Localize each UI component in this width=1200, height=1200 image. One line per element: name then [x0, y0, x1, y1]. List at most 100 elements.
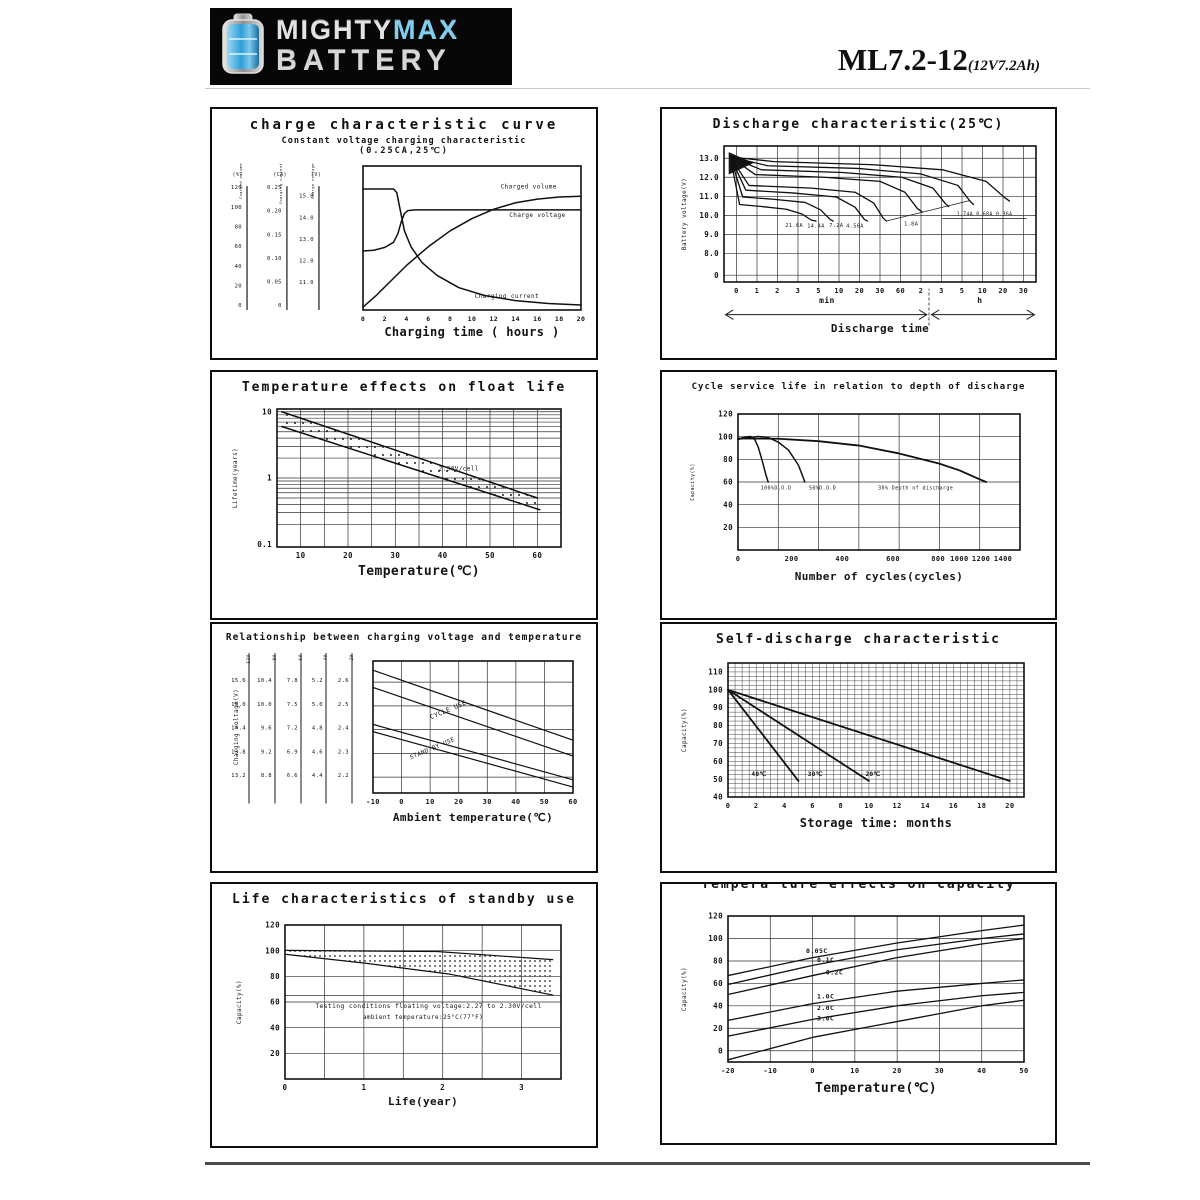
- svg-text:15.0: 15.0: [231, 702, 246, 708]
- chart-panel-temperature-capacity: Tempera ture effects on capacity -20 -10 0…: [660, 882, 1057, 1145]
- svg-text:50: 50: [540, 798, 549, 806]
- svg-text:30% Depth of discharge: 30% Depth of discharge: [878, 485, 953, 491]
- svg-text:8: 8: [448, 315, 452, 323]
- svg-text:12: 12: [489, 315, 498, 323]
- svg-text:h: h: [977, 296, 982, 305]
- svg-text:5: 5: [959, 287, 964, 295]
- svg-text:40: 40: [270, 1023, 280, 1032]
- svg-text:0.25: 0.25: [267, 185, 282, 191]
- svg-text:Capacity(%): Capacity(%): [681, 708, 688, 752]
- svg-text:10.4: 10.4: [257, 678, 272, 684]
- svg-text:0: 0: [361, 315, 365, 323]
- svg-text:20: 20: [998, 287, 1007, 295]
- self-discharge-plot: 0 2 4 6 8 10 12 14 16 18 20 40 50 60 70 80 90 100 110 40℃ 30…: [681, 662, 1025, 830]
- svg-text:16: 16: [533, 315, 542, 323]
- svg-text:13.2: 13.2: [231, 773, 246, 779]
- svg-text:40: 40: [977, 1067, 986, 1075]
- svg-text:40: 40: [438, 551, 448, 560]
- svg-text:0: 0: [714, 271, 719, 280]
- svg-text:5.2: 5.2: [312, 678, 323, 684]
- chart-title: Discharge characteristic(25℃): [712, 117, 1005, 132]
- svg-text:Testing conditions floating vo: Testing conditions floating voltage:2.27…: [315, 1003, 541, 1010]
- svg-text:10: 10: [262, 407, 272, 416]
- svg-text:10: 10: [850, 1067, 859, 1075]
- svg-text:10.0: 10.0: [699, 211, 719, 220]
- svg-text:0: 0: [278, 303, 282, 309]
- svg-text:80: 80: [713, 957, 723, 966]
- svg-text:20: 20: [892, 1067, 901, 1075]
- svg-text:30: 30: [1018, 287, 1027, 295]
- svg-text:Charged volume: Charged volume: [501, 183, 557, 190]
- svg-text:2: 2: [918, 287, 923, 295]
- svg-text:20: 20: [235, 283, 242, 289]
- svg-text:120: 120: [718, 410, 733, 419]
- svg-text:-20: -20: [721, 1067, 735, 1075]
- svg-text:5: 5: [816, 287, 821, 295]
- svg-text:1: 1: [754, 287, 759, 295]
- svg-text:14.0: 14.0: [299, 215, 314, 221]
- svg-text:1: 1: [267, 474, 272, 483]
- svg-text:1.0C: 1.0C: [817, 992, 834, 1000]
- svg-text:15.0: 15.0: [299, 194, 314, 200]
- svg-text:20℃: 20℃: [865, 771, 880, 778]
- footer-divider: [205, 1162, 1090, 1165]
- svg-text:-10: -10: [763, 1067, 777, 1075]
- svg-text:3: 3: [795, 287, 800, 295]
- svg-text:2: 2: [440, 1083, 445, 1092]
- svg-text:2V: 2V: [349, 654, 355, 660]
- svg-text:6: 6: [426, 315, 430, 323]
- float-life-plot: 10 20 30 40 50 60 10 1 0.1 2.30V/cell Temperature(…: [232, 407, 562, 579]
- svg-text:2.5: 2.5: [338, 702, 349, 708]
- svg-text:0.10: 0.10: [267, 256, 282, 262]
- svg-text:min: min: [819, 295, 835, 305]
- svg-text:-10: -10: [366, 798, 380, 806]
- svg-text:50: 50: [1019, 1067, 1028, 1075]
- svg-text:Charging current: Charging current: [475, 293, 539, 300]
- svg-text:800: 800: [931, 555, 945, 563]
- svg-text:Life(year): Life(year): [388, 1095, 458, 1108]
- svg-text:60: 60: [532, 551, 542, 560]
- svg-text:2: 2: [775, 287, 780, 295]
- svg-text:3.0C: 3.0C: [817, 1014, 834, 1022]
- chart-panel-charging-voltage-temperature: Relationship between charging voltage an…: [210, 622, 598, 873]
- svg-text:Capacity(%): Capacity(%): [681, 967, 688, 1011]
- svg-text:2.6: 2.6: [338, 678, 349, 684]
- svg-text:12.0: 12.0: [699, 173, 719, 182]
- svg-text:100: 100: [231, 205, 242, 211]
- svg-text:20: 20: [454, 798, 463, 806]
- svg-text:1200: 1200: [971, 555, 989, 563]
- svg-text:ambient temperature:25°C(77°F): ambient temperature:25°C(77°F): [363, 1014, 483, 1021]
- svg-text:11.0: 11.0: [299, 280, 314, 286]
- svg-text:60: 60: [270, 998, 280, 1007]
- svg-text:10: 10: [296, 551, 306, 560]
- svg-text:14.4: 14.4: [231, 726, 246, 732]
- svg-text:14: 14: [920, 802, 929, 810]
- svg-text:100: 100: [708, 685, 723, 694]
- chart-title: Cycle service life in relation to depth …: [691, 382, 1026, 392]
- chart-title: Self-discharge characteristic: [716, 632, 1001, 647]
- chart-panel-cycle-service-life: Cycle service life in relation to depth …: [660, 370, 1057, 620]
- svg-text:100: 100: [718, 432, 733, 441]
- svg-text:2: 2: [753, 802, 758, 810]
- svg-text:1: 1: [361, 1083, 366, 1092]
- svg-text:6V: 6V: [298, 654, 304, 660]
- svg-text:4.8: 4.8: [312, 726, 323, 732]
- brand-logo: MIGHTYMAX BATTERY: [210, 8, 512, 85]
- svg-text:90: 90: [713, 703, 723, 712]
- svg-text:0: 0: [735, 555, 740, 563]
- svg-text:7.5: 7.5: [287, 702, 298, 708]
- svg-text:40: 40: [713, 793, 723, 802]
- svg-text:20: 20: [854, 287, 863, 295]
- chart-panel-discharge-characteristic: Discharge characteristic(25℃) 0 1 2 3 5 10 20 3…: [660, 107, 1057, 360]
- chart-title: charge characteristic curve: [249, 117, 559, 133]
- svg-text:Battery voltage(V): Battery voltage(V): [681, 178, 688, 250]
- svg-text:2: 2: [383, 315, 387, 323]
- svg-text:110: 110: [708, 668, 723, 677]
- svg-text:16: 16: [948, 802, 957, 810]
- svg-text:60: 60: [713, 757, 723, 766]
- svg-text:120: 120: [708, 912, 723, 921]
- svg-text:20: 20: [577, 315, 586, 323]
- svg-text:50: 50: [713, 775, 723, 784]
- brand-text: MIGHTYMAX BATTERY: [276, 17, 459, 76]
